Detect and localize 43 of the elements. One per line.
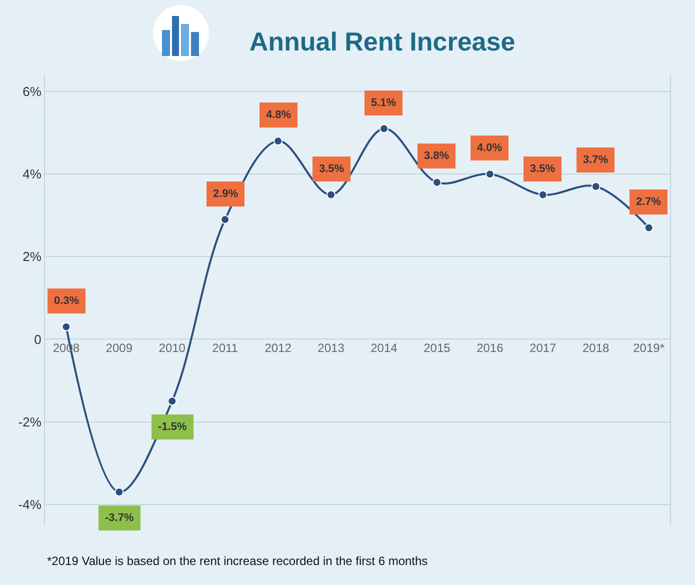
y-tick-label: 2% [22, 249, 42, 264]
x-tick-label: 2017 [530, 341, 557, 356]
text: 4.0% [477, 142, 502, 154]
point [114, 487, 124, 496]
text: -3.7% [105, 512, 134, 524]
point [379, 124, 388, 134]
text: 2.9% [213, 188, 238, 200]
text: 3.5% [530, 163, 556, 175]
point [220, 215, 230, 224]
text: 0.3% [54, 295, 80, 307]
y-tick-label: -4% [18, 496, 42, 512]
text: 3.8% [424, 150, 450, 162]
x-tick-label: 2011 [212, 341, 238, 356]
x-tick-label: 2010 [158, 341, 186, 356]
point [591, 182, 600, 191]
y-tick-label: 4% [22, 166, 42, 182]
point [432, 178, 442, 187]
text: -1.5% [158, 421, 187, 433]
y-tick-label: 6% [22, 84, 42, 100]
y-tick-label: 0 [34, 332, 42, 347]
x-tick-label: 2014 [370, 341, 398, 356]
point [485, 170, 494, 179]
point [644, 223, 654, 232]
x-tick-label: 2013 [318, 341, 345, 356]
point [168, 396, 177, 406]
x-tick-label: 2009 [106, 341, 133, 356]
text: *2019 Value is based on the rent increase recorded in the first 6 months [47, 554, 428, 568]
x-tick-label: 2018 [582, 341, 610, 356]
text: 2.7% [636, 196, 662, 208]
text: 3.7% [583, 154, 608, 166]
x-tick-label: 2019* [633, 341, 665, 356]
point [62, 322, 71, 332]
x-tick-label: 2016 [476, 341, 504, 356]
point [538, 190, 548, 200]
text: 4.8% [266, 109, 292, 121]
point [326, 190, 336, 200]
text: 3.5% [319, 163, 344, 175]
point [274, 136, 283, 146]
text: 5.1% [371, 97, 396, 109]
y-tick-label: -2% [18, 414, 42, 430]
x-tick-label: 2012 [264, 341, 292, 356]
x-tick-label: 2015 [424, 341, 451, 356]
chart-title: Annual Rent Increase [249, 26, 516, 56]
